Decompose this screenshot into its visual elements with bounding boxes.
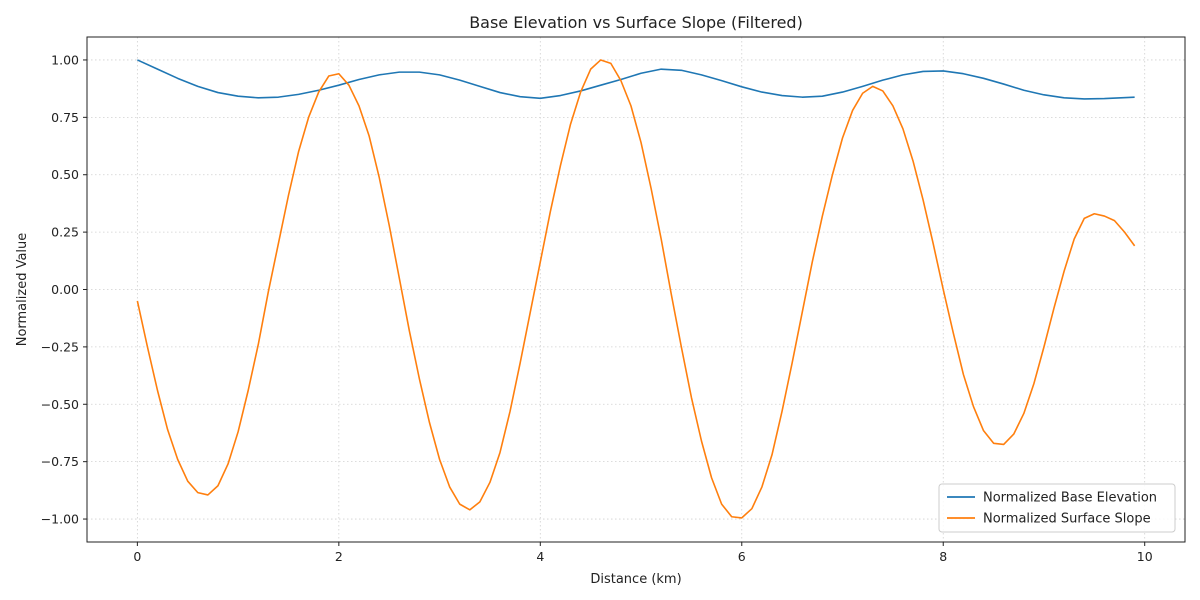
x-tick-label: 0 <box>133 549 141 564</box>
y-tick-label: 0.00 <box>51 282 79 297</box>
chart-title: Base Elevation vs Surface Slope (Filtere… <box>469 13 803 32</box>
legend-label: Normalized Base Elevation <box>983 491 1157 506</box>
y-axis-label: Normalized Value <box>15 233 30 347</box>
x-tick-label: 6 <box>738 549 746 564</box>
series-line-1 <box>137 59 1135 100</box>
y-tick-label: 0.75 <box>51 110 79 125</box>
legend: Normalized Base Elevation Normalized Surf… <box>938 483 1176 533</box>
y-tick-label: −0.25 <box>41 339 79 354</box>
legend-label: Normalized Surface Slope <box>983 512 1151 527</box>
y-tick-label: 0.25 <box>51 225 79 240</box>
grid <box>87 37 1185 542</box>
series-line-2 <box>136 59 1136 519</box>
y-tick-label: −1.00 <box>41 512 79 527</box>
x-axis-label: Distance (km) <box>590 572 681 587</box>
y-tick-label: 0.50 <box>51 167 79 182</box>
x-tick-label: 8 <box>939 549 947 564</box>
y-tick-label: −0.50 <box>41 397 79 412</box>
x-tick-label: 10 <box>1137 549 1153 564</box>
series-layer <box>136 59 1136 519</box>
ticks: 0 2 4 6 8 10 −1.00 −0.75 −0.50 −0.25 0.00 0.25 0.50 0… <box>41 52 1153 564</box>
y-tick-label: 1.00 <box>51 52 79 67</box>
y-tick-label: −0.75 <box>41 454 79 469</box>
legend-box <box>938 483 1176 533</box>
x-tick-label: 4 <box>536 549 544 564</box>
x-tick-label: 2 <box>335 549 343 564</box>
